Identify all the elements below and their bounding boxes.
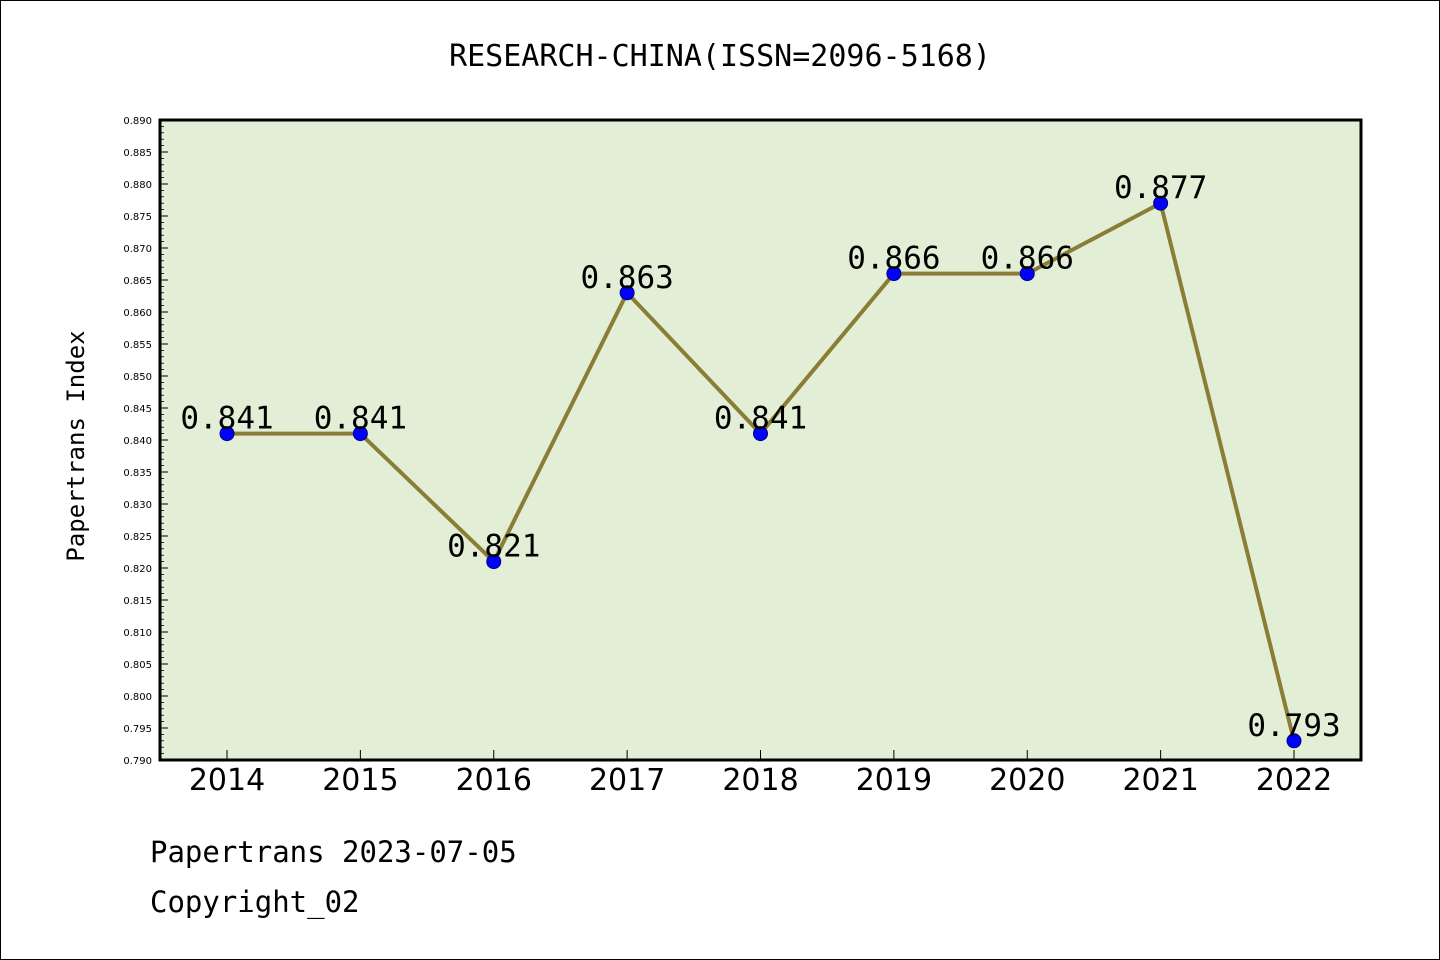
y-tick-label: 0.860 xyxy=(123,308,152,319)
y-tick-label: 0.875 xyxy=(123,212,152,223)
y-tick-label: 0.840 xyxy=(123,436,152,447)
plot-border xyxy=(158,118,1363,762)
y-tick-label: 0.820 xyxy=(123,564,152,575)
y-tick-label: 0.880 xyxy=(123,180,152,191)
footer-copyright: Copyright_02 xyxy=(150,885,360,919)
data-point xyxy=(619,285,635,301)
data-label: 0.841 xyxy=(314,401,407,437)
data-point xyxy=(352,426,368,442)
data-label: 0.821 xyxy=(447,529,540,565)
data-point xyxy=(1019,266,1035,282)
y-tick-label: 0.850 xyxy=(123,372,152,383)
data-point xyxy=(886,266,902,282)
x-axis-ticks: 2014 2015 2016 2017 2018 2019 2020 2021 2022 xyxy=(189,750,1332,798)
y-tick-label: 0.855 xyxy=(123,340,152,351)
x-tick-label: 2014 xyxy=(189,763,265,798)
y-tick-label: 0.830 xyxy=(123,500,152,511)
x-tick-label: 2016 xyxy=(456,763,532,798)
data-labels: 0.841 0.841 0.821 0.863 0.841 0.866 0.866 0.877… xyxy=(180,170,1340,744)
y-tick-label: 0.835 xyxy=(123,468,152,479)
x-tick-label: 2018 xyxy=(722,763,798,798)
data-label: 0.877 xyxy=(1114,170,1207,206)
x-tick-label: 2022 xyxy=(1256,763,1332,798)
footer-date: Papertrans 2023-07-05 xyxy=(150,835,517,869)
y-tick-label: 0.805 xyxy=(123,660,152,671)
x-tick-label: 2019 xyxy=(856,763,932,798)
data-label: 0.841 xyxy=(714,401,807,437)
y-tick-label: 0.865 xyxy=(123,276,152,287)
data-point xyxy=(753,426,768,442)
y-axis-ticks: 0.790 0.795 0.800 0.805 0.810 0.815 0.820 0.825… xyxy=(123,116,168,767)
data-label: 0.866 xyxy=(847,241,940,277)
y-tick-label: 0.795 xyxy=(123,724,152,735)
x-tick-label: 2020 xyxy=(989,763,1065,798)
data-label: 0.793 xyxy=(1247,708,1340,744)
y-tick-label: 0.890 xyxy=(123,116,152,127)
x-tick-label: 2021 xyxy=(1122,763,1198,798)
y-tick-label: 0.810 xyxy=(123,628,152,639)
x-tick-label: 2015 xyxy=(322,763,398,798)
y-tick-label: 0.885 xyxy=(123,148,152,159)
y-tick-label: 0.870 xyxy=(123,244,152,255)
chart-title: RESEARCH-CHINA(ISSN=2096-5168) xyxy=(449,39,991,74)
y-axis-label: Papertrans Index xyxy=(62,330,90,561)
x-tick-label: 2017 xyxy=(589,763,665,798)
data-point xyxy=(1153,195,1169,211)
data-point xyxy=(1286,733,1302,749)
y-tick-label: 0.815 xyxy=(123,596,152,607)
data-label: 0.863 xyxy=(580,260,673,296)
y-tick-label: 0.825 xyxy=(123,532,152,543)
data-point xyxy=(486,554,502,570)
data-label: 0.866 xyxy=(981,241,1074,277)
data-markers xyxy=(219,195,1302,749)
y-tick-label: 0.845 xyxy=(123,404,152,415)
y-tick-label: 0.790 xyxy=(123,756,152,767)
y-tick-label: 0.800 xyxy=(123,692,152,703)
data-point xyxy=(219,426,235,442)
data-label: 0.841 xyxy=(180,401,273,437)
